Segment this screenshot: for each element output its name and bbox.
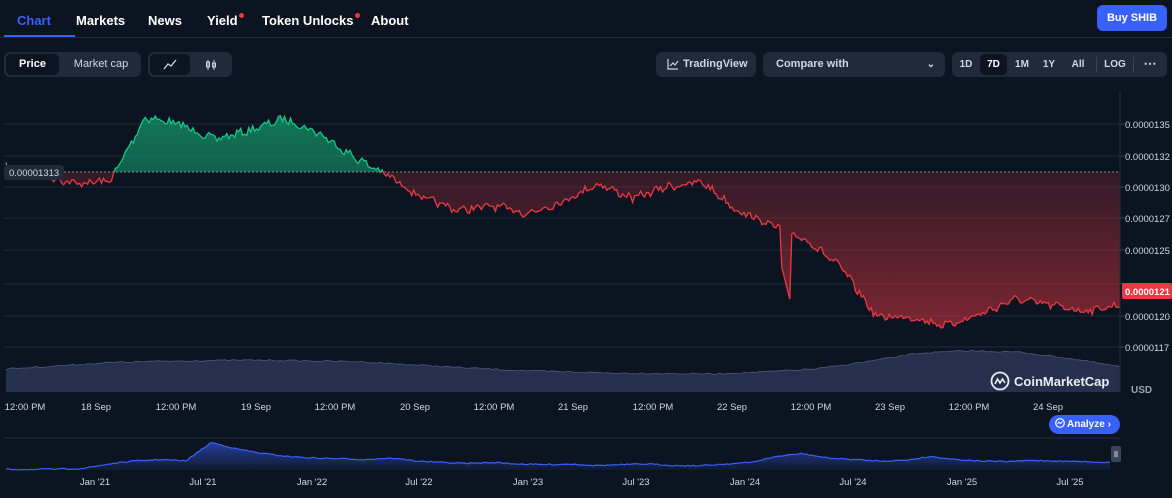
tab-token-unlocks-label: Token Unlocks <box>262 13 354 28</box>
volume-area <box>6 350 1120 392</box>
x-tick-label: 12:00 PM <box>474 402 515 413</box>
overview-tick-label: Jul '23 <box>622 477 649 488</box>
chevron-down-icon: ⌄ <box>926 59 935 70</box>
x-tick-label: 12:00 PM <box>5 402 46 413</box>
range-all-button[interactable]: All <box>1071 59 1085 70</box>
line-chart-button[interactable] <box>150 54 190 75</box>
price-area-below-open <box>6 172 1120 328</box>
metric-toggle: Price Market cap <box>4 52 141 77</box>
candlestick-button[interactable] <box>191 54 231 75</box>
tab-yield[interactable]: Yield <box>207 13 244 28</box>
tab-news[interactable]: News <box>148 13 182 28</box>
watermark-text: CoinMarketCap <box>1014 374 1110 389</box>
range-divider <box>1133 57 1134 72</box>
current-price-label: 0.0000121 <box>1125 287 1171 298</box>
overview-tick-label: Jul '21 <box>189 477 216 488</box>
overview-tick-label: Jan '21 <box>80 477 110 488</box>
y-tick-label: 0.0000117 <box>1125 343 1169 354</box>
y-axis: 0.0000135 0.0000132 0.0000130 0.0000127 0.00… <box>1119 91 1170 393</box>
overview-tick-label: Jan '23 <box>513 477 543 488</box>
x-tick-label: 18 Sep <box>81 402 111 413</box>
overview-tick-label: Jul '25 <box>1056 477 1083 488</box>
x-tick-label: 22 Sep <box>717 402 747 413</box>
candlestick-icon <box>206 60 216 70</box>
range-7d-button[interactable]: 7D <box>980 54 1007 75</box>
x-tick-label: 19 Sep <box>241 402 271 413</box>
new-dot-icon <box>354 13 360 18</box>
analyze-button[interactable]: Analyze › <box>1049 415 1120 434</box>
range-1m-button[interactable]: 1M <box>1015 59 1029 70</box>
y-tick-label: 0.0000132 <box>1125 152 1170 163</box>
currency-label: USD <box>1131 385 1152 396</box>
overview-drag-handle[interactable] <box>1111 446 1121 462</box>
overview-tick-label: Jan '22 <box>297 477 327 488</box>
tab-about[interactable]: About <box>371 13 409 28</box>
y-tick-label: 0.0000127 <box>1125 214 1170 225</box>
x-tick-label: 23 Sep <box>875 402 905 413</box>
analyze-label: Analyze <box>1067 419 1105 430</box>
tradingview-label: TradingView <box>683 58 748 70</box>
coinmarketcap-watermark: CoinMarketCap <box>990 371 1109 391</box>
top-nav: Chart Markets News Yield Token Unlocks A… <box>0 0 1172 38</box>
y-tick-label: 0.0000135 <box>1125 120 1170 131</box>
overview-tick-label: Jul '22 <box>405 477 432 488</box>
overview-tick-label: Jul '24 <box>839 477 866 488</box>
tradingview-button[interactable]: TradingView <box>656 52 756 77</box>
market-cap-toggle[interactable]: Market cap <box>73 58 129 70</box>
range-divider <box>1096 57 1097 72</box>
x-tick-label: 21 Sep <box>558 402 588 413</box>
range-1y-button[interactable]: 1Y <box>1042 59 1056 70</box>
tab-token-unlocks[interactable]: Token Unlocks <box>262 13 360 28</box>
tab-markets[interactable]: Markets <box>76 13 126 28</box>
y-tick-label: 0.0000130 <box>1125 183 1170 194</box>
y-tick-label: 0.0000120 <box>1125 312 1170 323</box>
chart-type-toggle <box>148 52 232 77</box>
overview-area <box>6 442 1110 470</box>
more-options-button[interactable]: ⋯ <box>1143 56 1157 71</box>
coinmarketcap-logo-icon <box>990 371 1010 391</box>
price-line-down <box>7 172 1121 329</box>
x-tick-label: 12:00 PM <box>791 402 832 413</box>
open-price-label-bg <box>4 165 64 180</box>
active-tab-indicator <box>4 35 75 37</box>
log-scale-button[interactable]: LOG <box>1104 59 1126 70</box>
compare-with-label: Compare with <box>776 58 849 70</box>
x-tick-label: 12:00 PM <box>156 402 197 413</box>
buy-button[interactable]: Buy SHIB <box>1097 5 1167 31</box>
price-line-up <box>5 114 384 172</box>
price-toggle[interactable]: Price <box>6 54 59 75</box>
x-tick-label: 12:00 PM <box>633 402 674 413</box>
line-chart-icon <box>163 59 177 70</box>
x-tick-label: 20 Sep <box>400 402 430 413</box>
x-axis: 12:00 PM 18 Sep 12:00 PM 19 Sep 12:00 PM 20 S… <box>5 402 1063 413</box>
chart-line-icon <box>667 59 679 70</box>
tab-chart[interactable]: Chart <box>17 13 51 28</box>
current-price-label-bg <box>1122 283 1172 299</box>
chevron-right-icon: › <box>1107 419 1111 430</box>
overview-x-axis: Jan '21 Jul '21 Jan '22 Jul '22 Jan '23 Jul '… <box>80 477 1084 488</box>
x-tick-label: 12:00 PM <box>315 402 356 413</box>
new-dot-icon <box>238 13 244 18</box>
range-selector: 1D 7D 1M 1Y All LOG ⋯ <box>952 52 1167 77</box>
x-tick-label: 12:00 PM <box>949 402 990 413</box>
tab-yield-label: Yield <box>207 13 238 28</box>
volume-outline <box>5 349 1121 376</box>
x-tick-label: 24 Sep <box>1033 402 1063 413</box>
overview-tick-label: Jan '24 <box>730 477 760 488</box>
open-price-label: 0.00001313 <box>9 168 59 179</box>
price-area-above-open <box>6 115 1120 172</box>
analyze-icon <box>1055 418 1065 428</box>
overview-tick-label: Jan '25 <box>947 477 977 488</box>
y-tick-label: 0.0000125 <box>1125 246 1170 257</box>
compare-with-select[interactable]: Compare with ⌄ <box>763 52 945 77</box>
overview-line <box>5 442 1111 471</box>
range-1d-button[interactable]: 1D <box>959 59 973 70</box>
volume-bars <box>5 349 1121 392</box>
